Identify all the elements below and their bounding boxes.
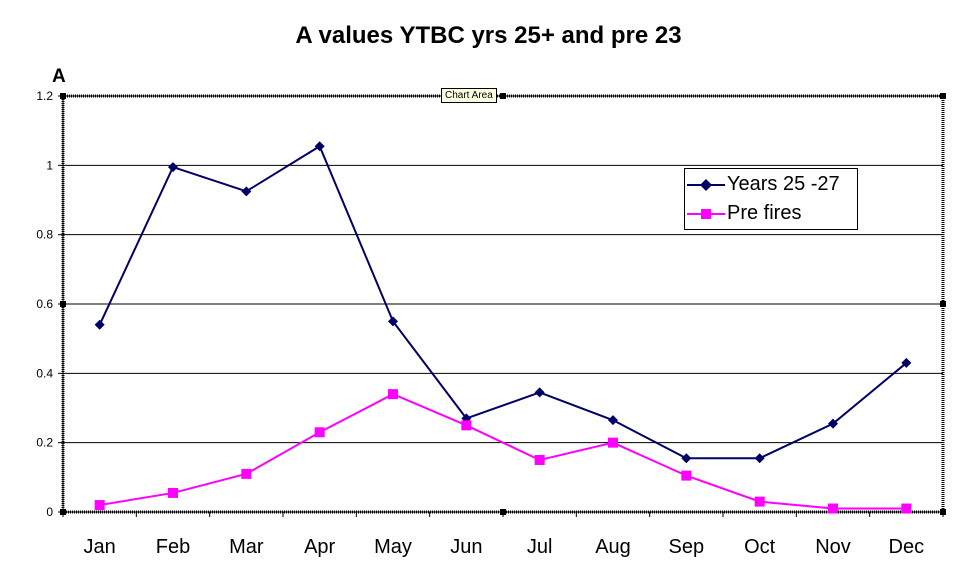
data-point <box>314 427 325 438</box>
selection-handle <box>500 509 506 515</box>
y-tick-label: 0.4 <box>36 366 53 380</box>
x-tick-label: Jul <box>527 536 553 558</box>
chart-title: A values YTBC yrs 25+ and pre 23 <box>295 22 682 49</box>
selection-handle <box>60 93 66 99</box>
data-point <box>168 162 178 173</box>
data-point <box>754 453 765 464</box>
data-point <box>534 387 545 398</box>
data-point <box>901 503 912 514</box>
data-point <box>241 468 252 479</box>
x-tick-label: Oct <box>744 536 776 558</box>
legend-label-series-2: Pre fires <box>727 202 802 224</box>
y-tick-label: 0.6 <box>36 297 53 311</box>
data-point <box>534 455 545 465</box>
selection-handle <box>940 93 946 99</box>
data-point <box>94 500 105 511</box>
data-point <box>314 141 325 152</box>
selection-handle <box>500 93 506 99</box>
x-tick-label: Feb <box>156 536 190 558</box>
x-tick-label: Dec <box>889 536 925 558</box>
data-point <box>828 503 838 514</box>
data-point <box>681 470 692 481</box>
selection-handle <box>940 301 946 307</box>
data-point <box>388 389 398 400</box>
data-point <box>461 420 472 431</box>
y-tick-label: 1 <box>46 158 53 172</box>
legend[interactable]: Years 25 -27 Pre fires <box>684 168 858 230</box>
series-line-1 <box>98 144 907 460</box>
legend-item-series-2: Pre fires <box>685 200 857 228</box>
y-tick-label: 0.8 <box>36 228 53 242</box>
selection-handle <box>60 509 66 515</box>
x-tick-label: Nov <box>815 536 851 558</box>
data-point <box>608 437 618 448</box>
data-point <box>94 319 105 330</box>
selection-handles <box>60 93 946 515</box>
y-tick-label: 1.2 <box>36 89 53 103</box>
y-axis-label: A <box>52 66 66 87</box>
legend-marker-diamond-icon <box>687 179 725 191</box>
y-tick-label: 0 <box>46 505 53 519</box>
x-tick-label: Mar <box>229 536 264 558</box>
x-tick-label: May <box>374 536 412 558</box>
chart-area-tooltip: Chart Area <box>441 88 497 103</box>
data-point <box>901 357 912 368</box>
data-point <box>681 453 692 464</box>
data-point <box>241 186 252 197</box>
data-point <box>828 418 838 429</box>
data-point <box>388 316 398 327</box>
legend-marker-square-icon <box>687 209 725 219</box>
data-point <box>608 415 618 426</box>
data-point <box>754 496 765 507</box>
x-tick-label: Apr <box>304 536 335 558</box>
series-layer <box>94 141 912 514</box>
series-line-2 <box>99 393 907 510</box>
legend-item-series-1: Years 25 -27 <box>685 171 857 199</box>
axes: 0 0.2 0.4 0.6 0.8 1 1.2 Jan Feb Mar Apr May Jun Jul Au… <box>36 89 945 558</box>
x-tick-label: Sep <box>669 536 705 558</box>
x-tick-label: Jan <box>84 536 116 558</box>
gridlines <box>63 95 943 444</box>
legend-label-series-1: Years 25 -27 <box>727 173 840 195</box>
x-tick-label: Jun <box>450 536 482 558</box>
data-point <box>168 487 178 498</box>
x-tick-label: Aug <box>595 536 631 558</box>
y-tick-label: 0.2 <box>36 436 53 450</box>
selection-handle <box>940 509 946 515</box>
selection-handle <box>60 301 66 307</box>
